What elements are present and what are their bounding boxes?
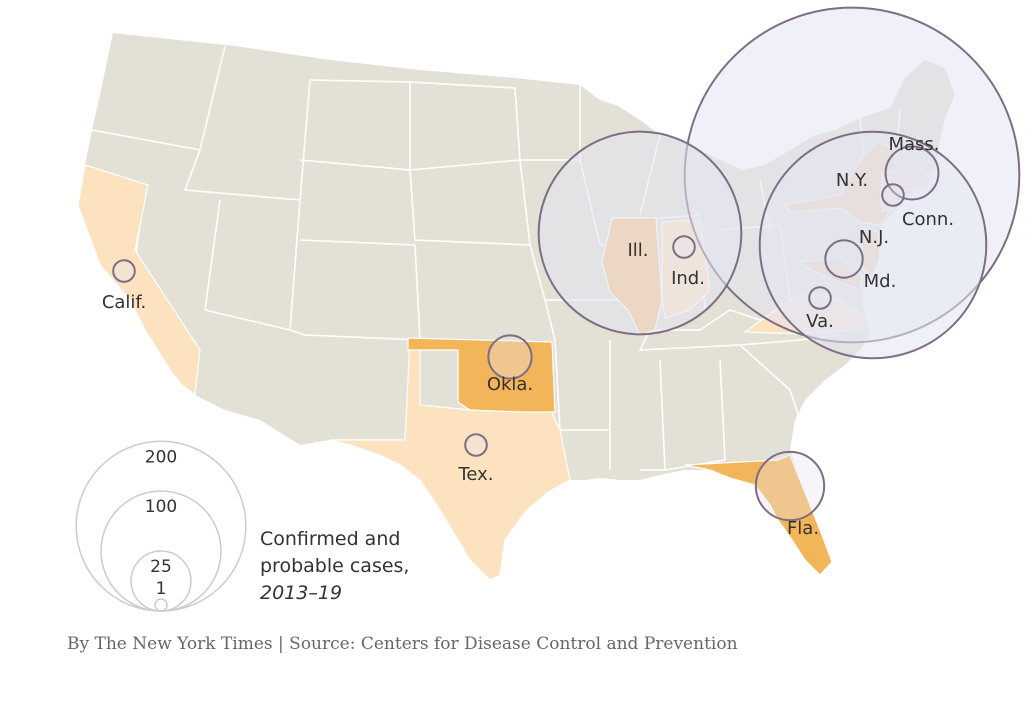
legend-circle-1: [154, 598, 168, 612]
legend-caption-line2: probable cases,: [260, 555, 409, 577]
state-label-fla-: Fla.: [787, 518, 819, 539]
state-label-ill-: Ill.: [627, 240, 648, 261]
legend-caption-years: 2013–19: [260, 582, 342, 604]
state-label-ind-: Ind.: [671, 268, 705, 289]
case-bubbles: [112, 6, 1021, 522]
case-bubble-ind-: [672, 235, 696, 259]
legend-size-200: 200: [145, 447, 177, 467]
state-label-va-: Va.: [806, 311, 834, 332]
state-label-okla-: Okla.: [487, 374, 533, 395]
case-bubble-fla-: [754, 450, 826, 522]
case-bubble-ill-: [537, 130, 743, 336]
state-label-md-: Md.: [864, 271, 897, 292]
case-bubble-md-: [824, 239, 864, 279]
state-shape-fla-: [684, 454, 833, 576]
source-credit: By The New York Times | Source: Centers …: [67, 634, 738, 654]
legend-size-1: 1: [156, 579, 167, 599]
case-bubble-calif-: [112, 259, 136, 283]
state-labels: Calif. Tex. Okla. Ill. Ind. Fla. Va. Md. N.J. N.Y…: [102, 134, 954, 539]
state-label-n-y-: N.Y.: [836, 170, 868, 191]
state-label-tex-: Tex.: [457, 464, 493, 485]
state-label-mass-: Mass.: [888, 134, 939, 155]
case-bubble-tex-: [464, 433, 488, 457]
case-bubble-va-: [808, 286, 832, 310]
legend-size-100: 100: [145, 497, 177, 517]
legend-size-labels: 200 100 251: [145, 447, 177, 599]
case-bubble-conn-: [881, 183, 905, 207]
legend-caption-line1: Confirmed and: [260, 528, 400, 550]
legend-size-25: 25: [150, 557, 172, 577]
state-label-conn-: Conn.: [902, 209, 954, 230]
state-label-calif-: Calif.: [102, 292, 146, 313]
case-bubble-n-j-: [758, 130, 988, 360]
state-shape-calif-: [77, 164, 201, 397]
state-label-n-j-: N.J.: [859, 227, 889, 248]
legend-circles: [75, 440, 247, 612]
state-shape-okla-: [407, 337, 556, 413]
case-bubble-okla-: [487, 334, 533, 380]
